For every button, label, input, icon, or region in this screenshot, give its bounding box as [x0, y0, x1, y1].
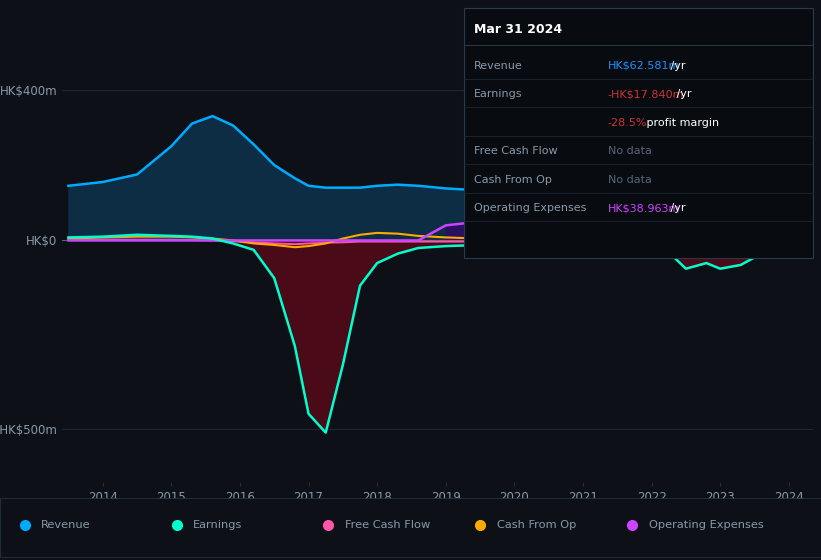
Text: Operating Expenses: Operating Expenses: [649, 520, 764, 530]
Text: HK$38.963m: HK$38.963m: [608, 203, 680, 213]
Text: /yr: /yr: [667, 60, 686, 71]
Text: No data: No data: [608, 146, 651, 156]
Text: Earnings: Earnings: [193, 520, 242, 530]
Text: Operating Expenses: Operating Expenses: [474, 203, 586, 213]
Text: -28.5%: -28.5%: [608, 118, 647, 128]
Text: -HK$17.840m: -HK$17.840m: [608, 89, 684, 99]
Text: Cash From Op: Cash From Op: [474, 175, 552, 185]
Text: Free Cash Flow: Free Cash Flow: [474, 146, 557, 156]
Text: Cash From Op: Cash From Op: [497, 520, 576, 530]
Text: profit margin: profit margin: [643, 118, 719, 128]
Text: Earnings: Earnings: [474, 89, 522, 99]
Text: HK$62.581m: HK$62.581m: [608, 60, 680, 71]
Text: /yr: /yr: [672, 89, 691, 99]
Text: /yr: /yr: [667, 203, 686, 213]
Text: Free Cash Flow: Free Cash Flow: [345, 520, 430, 530]
Text: No data: No data: [608, 175, 651, 185]
Text: Revenue: Revenue: [474, 60, 522, 71]
Text: Revenue: Revenue: [41, 520, 90, 530]
Text: Mar 31 2024: Mar 31 2024: [474, 23, 562, 36]
